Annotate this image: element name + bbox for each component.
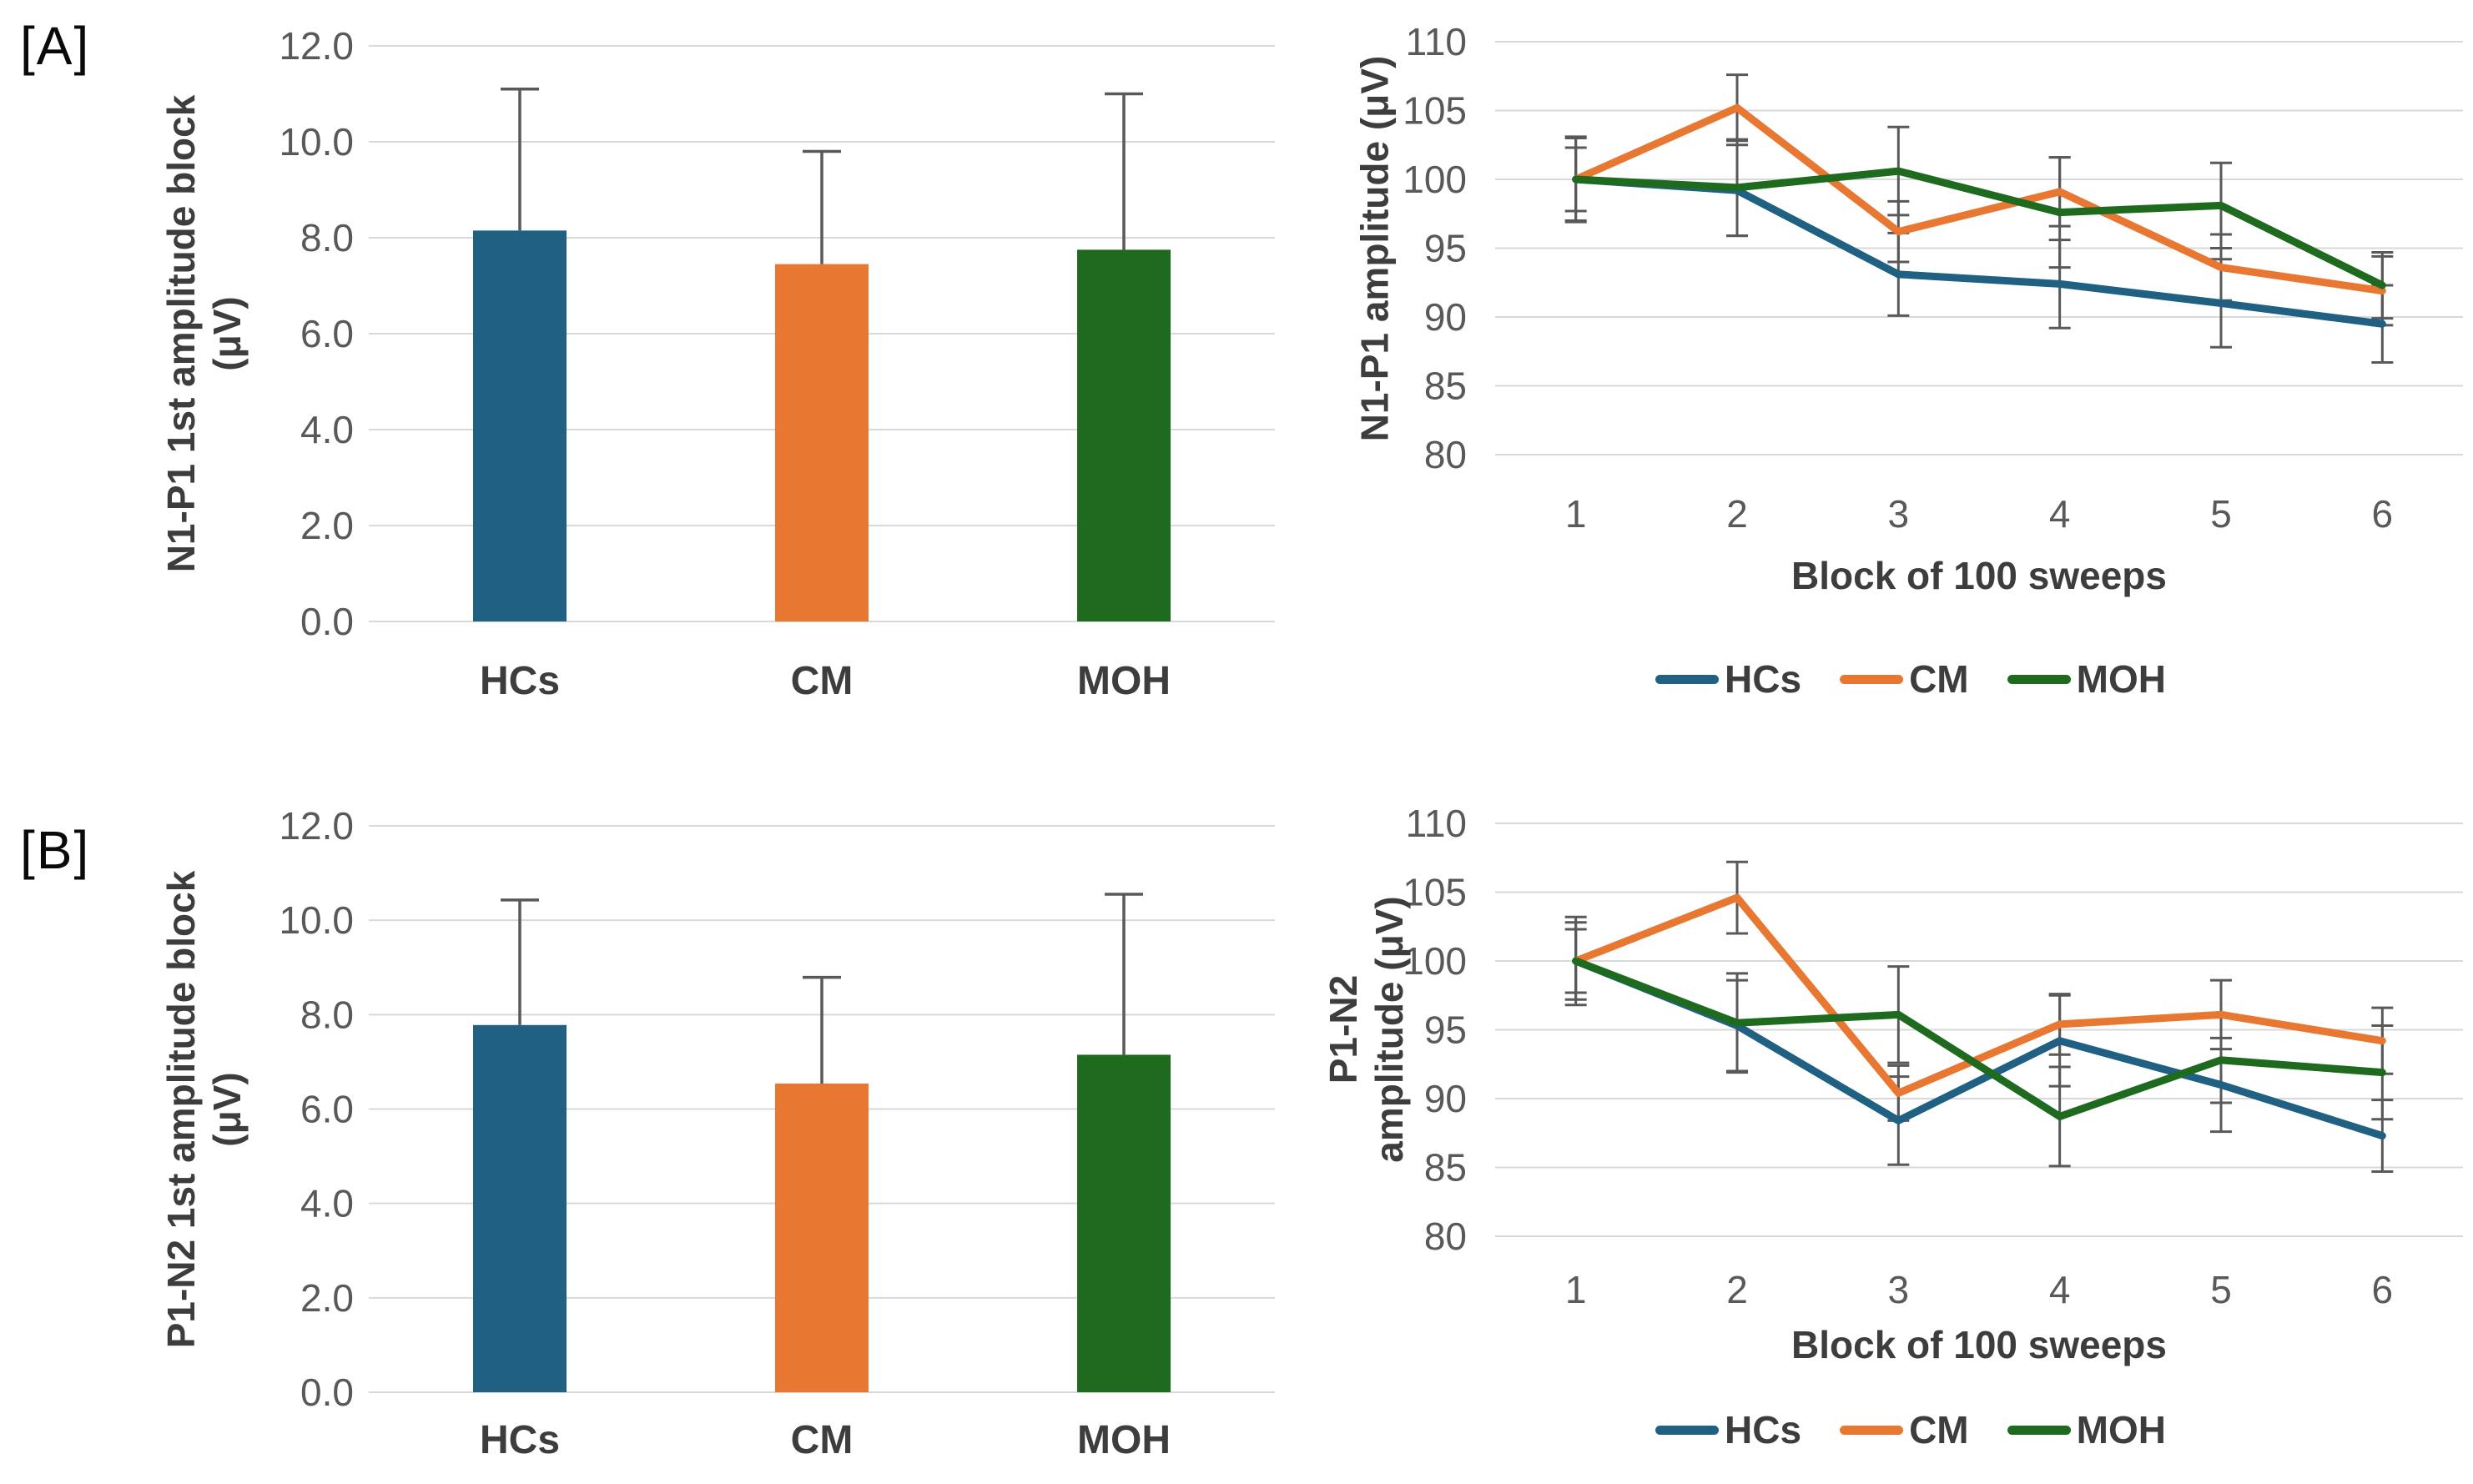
legend-swatch-hcs [1655,674,1720,684]
y-tick-label: 105 [1403,89,1467,133]
category-label: CM [791,659,854,703]
x-tick-label: 2 [1726,492,1748,536]
category-label: CM [791,1418,854,1462]
y-axis-title-line-n1p1: N1-P1 amplitude (μV) [1352,56,1398,442]
x-tick-label: 4 [2049,492,2071,536]
legend-p1n2: HCs CM MOH [1655,1407,2166,1452]
bar-MOH [1077,249,1171,621]
legend-item-cm: CM [1840,1407,1969,1452]
y-tick-label: 4.0 [300,1182,354,1225]
y-tick-label: 90 [1424,1077,1467,1120]
y-axis-title-line: amplitude (μV) [1367,896,1411,1163]
y-axis-title-bar-p1n2: P1-N2 1st amplitude block (μV) [159,871,250,1349]
x-tick-label: 3 [1888,1268,1910,1311]
y-tick-label: 0.0 [300,1371,354,1414]
legend-item-hcs: HCs [1655,656,1801,702]
legend-swatch-cm [1840,1425,1904,1435]
legend-swatch-hcs [1655,1425,1720,1435]
category-label: MOH [1077,659,1171,703]
y-tick-label: 85 [1424,365,1467,408]
y-tick-label: 8.0 [300,993,354,1036]
y-tick-label: 110 [1406,20,1467,63]
chart-line-n1p1: 80 85 90 95 100 105 110 1 2 3 4 5 6 [1403,20,2463,536]
chart-line-p1n2: 80 85 90 95 100 105 110 1 2 3 4 5 6 [1403,802,2463,1311]
y-axis-title-line: N1-P1 1st amplitude block [159,94,203,573]
series-line-HCs [1572,957,2386,1140]
x-tick-label: 2 [1726,1268,1748,1311]
legend-item-cm: CM [1840,656,1969,702]
panel-label-b: [B] [20,820,91,880]
legend-item-moh: MOH [2007,656,2166,702]
x-tick-label: 6 [2372,1268,2394,1311]
y-tick-label: 4.0 [300,408,354,451]
legend-label: MOH [2076,1408,2166,1451]
y-tick-label: 90 [1424,295,1467,339]
bar-MOH [1077,1054,1171,1392]
panel-label-a: [A] [20,16,91,76]
y-tick-label: 80 [1424,1215,1467,1258]
category-label: HCs [480,1418,560,1462]
y-tick-label: 12.0 [279,24,354,68]
y-tick-label: 95 [1424,1009,1467,1052]
chart-bar-p1n2: 0.0 2.0 4.0 6.0 8.0 10.0 12.0 HCs CM MOH [279,804,1275,1462]
bar-CM [775,264,869,621]
x-tick-label: 4 [2049,1268,2071,1311]
y-axis-title-line: P1-N2 [1321,974,1365,1084]
legend-swatch-moh [2007,674,2071,684]
y-tick-label: 2.0 [300,504,354,547]
y-axis-title-line: N1-P1 amplitude (μV) [1352,55,1397,442]
y-tick-label: 110 [1406,802,1467,845]
y-tick-label: 6.0 [300,312,354,355]
chart-bar-n1p1: 0.0 2.0 4.0 6.0 8.0 10.0 12.0 HCs CM MOH [279,24,1275,703]
legend-item-hcs: HCs [1655,1407,1801,1452]
y-tick-label: 10.0 [279,120,354,163]
x-tick-label: 5 [2210,1268,2232,1311]
y-tick-label: 6.0 [300,1088,354,1131]
legend-item-moh: MOH [2007,1407,2166,1452]
legend-label: HCs [1725,1408,1802,1451]
y-tick-label: 2.0 [300,1276,354,1320]
series-line-CM [1572,893,2386,1097]
y-tick-label: 85 [1424,1146,1467,1190]
y-tick-label: 95 [1424,227,1467,270]
legend-n1p1: HCs CM MOH [1655,656,2166,702]
x-axis-title-line-p1n2: Block of 100 sweeps [1791,1323,2167,1366]
x-tick-label: 5 [2210,492,2232,536]
y-axis-title-line-p1n2: P1-N2 amplitude (μV) [1321,896,1413,1162]
y-tick-label: 100 [1403,158,1467,201]
y-axis-title-bar-n1p1: N1-P1 1st amplitude block (μV) [159,95,250,573]
y-tick-label: 80 [1424,433,1467,476]
series-line-HCs [1572,175,2386,328]
y-tick-label: 105 [1403,871,1467,914]
y-tick-label: 12.0 [279,804,354,848]
x-tick-label: 1 [1565,492,1587,536]
y-tick-label: 100 [1403,939,1467,983]
bar-HCs [473,230,567,621]
x-axis-title-line-n1p1: Block of 100 sweeps [1791,554,2167,597]
x-tick-label: 1 [1565,1268,1587,1311]
y-tick-label: 10.0 [279,898,354,942]
x-tick-label: 3 [1888,492,1910,536]
bar-CM [775,1083,869,1392]
y-axis-title-line: (μV) [205,296,249,371]
y-axis-title-line: (μV) [205,1072,249,1147]
legend-label: MOH [2076,657,2166,701]
legend-label: HCs [1725,657,1802,701]
series-line-MOH [1572,957,2386,1120]
y-tick-label: 8.0 [300,216,354,259]
legend-swatch-moh [2007,1425,2071,1435]
y-axis-title-line: P1-N2 1st amplitude block [159,870,203,1349]
category-label: MOH [1077,1418,1171,1462]
legend-label: CM [1909,657,1969,701]
x-tick-label: 6 [2372,492,2394,536]
legend-swatch-cm [1840,674,1904,684]
legend-label: CM [1909,1408,1969,1451]
category-label: HCs [480,659,560,703]
bar-HCs [473,1024,567,1392]
series-line-CM [1572,103,2386,295]
y-tick-label: 0.0 [300,600,354,643]
series-line-MOH [1572,167,2386,289]
